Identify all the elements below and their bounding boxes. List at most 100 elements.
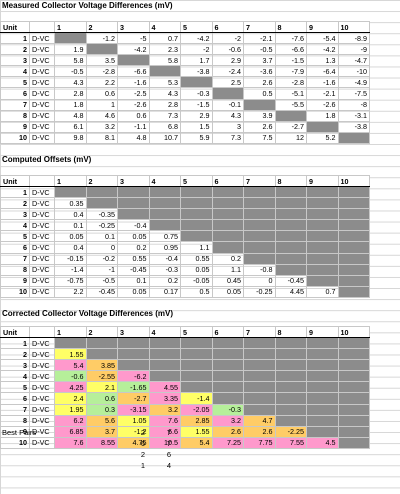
- cell[interactable]: 0: [243, 274, 276, 287]
- empty-cell[interactable]: [306, 392, 339, 405]
- cell[interactable]: -0.5: [54, 65, 87, 78]
- empty-cell[interactable]: [274, 208, 307, 221]
- empty-cell[interactable]: [337, 263, 370, 276]
- cell[interactable]: 1.1: [211, 263, 244, 276]
- cell[interactable]: 5.3: [148, 76, 181, 89]
- unit-header[interactable]: Unit: [0, 20, 30, 34]
- cell[interactable]: 3.2: [211, 414, 244, 427]
- diagonal-cell[interactable]: [148, 370, 181, 383]
- row-index[interactable]: 2: [0, 197, 30, 210]
- cell[interactable]: -2.6: [306, 98, 339, 111]
- empty-cell[interactable]: [117, 348, 150, 361]
- cell[interactable]: 1: [85, 98, 118, 111]
- row-label[interactable]: D-VC: [29, 208, 55, 221]
- cell[interactable]: -1.6: [117, 76, 150, 89]
- cell[interactable]: -0.6: [54, 370, 87, 383]
- empty-cell[interactable]: [274, 381, 307, 394]
- column-header-9[interactable]: 9: [306, 325, 339, 339]
- row-label[interactable]: D-VC: [29, 252, 55, 265]
- diagonal-cell[interactable]: [274, 109, 307, 122]
- empty-cell[interactable]: [211, 370, 244, 383]
- row-index[interactable]: 6: [0, 87, 30, 100]
- best-pair-a[interactable]: 1: [140, 461, 145, 470]
- row-index[interactable]: 9: [0, 274, 30, 287]
- cell[interactable]: 3.9: [243, 109, 276, 122]
- empty-cell[interactable]: [337, 381, 370, 394]
- empty-cell[interactable]: [337, 197, 370, 210]
- cell[interactable]: 0.6: [117, 109, 150, 122]
- cell[interactable]: 2.9: [180, 109, 213, 122]
- cell[interactable]: -0.6: [211, 43, 244, 56]
- empty-cell[interactable]: [180, 219, 213, 232]
- cell[interactable]: 0.6: [85, 392, 118, 405]
- row-label[interactable]: D-VC: [29, 131, 55, 144]
- cell[interactable]: -0.8: [243, 263, 276, 276]
- cell[interactable]: 7.25: [211, 436, 244, 449]
- cell[interactable]: -7.9: [274, 65, 307, 78]
- row-label[interactable]: D-VC: [29, 263, 55, 276]
- empty-cell[interactable]: [211, 230, 244, 243]
- row-index[interactable]: 8: [0, 109, 30, 122]
- cell[interactable]: 0.05: [180, 263, 213, 276]
- best-pair-b[interactable]: 7: [166, 439, 171, 448]
- cell[interactable]: 2.1: [85, 381, 118, 394]
- empty-cell[interactable]: [337, 274, 370, 287]
- empty-cell[interactable]: [180, 208, 213, 221]
- row-label[interactable]: D-VC: [29, 359, 55, 372]
- cell[interactable]: 0.1: [117, 274, 150, 287]
- row-index[interactable]: 10: [0, 131, 30, 144]
- row-label[interactable]: D-VC: [29, 43, 55, 56]
- cell[interactable]: 5.2: [306, 131, 339, 144]
- cell[interactable]: 2.6: [243, 425, 276, 438]
- empty-cell[interactable]: [85, 186, 118, 199]
- diagonal-cell[interactable]: [243, 98, 276, 111]
- empty-cell[interactable]: [180, 186, 213, 199]
- best-pair-b[interactable]: 4: [166, 461, 171, 470]
- cell[interactable]: 4.3: [148, 87, 181, 100]
- cell[interactable]: -2.7: [274, 120, 307, 133]
- cell[interactable]: -0.25: [85, 219, 118, 232]
- cell[interactable]: 2.2: [54, 285, 87, 298]
- column-header-10[interactable]: 10: [337, 174, 370, 188]
- cell[interactable]: 0.2: [211, 252, 244, 265]
- row-label[interactable]: D-VC: [29, 370, 55, 383]
- row-label[interactable]: D-VC: [29, 392, 55, 405]
- cell[interactable]: 1.8: [54, 98, 87, 111]
- row-index[interactable]: 3: [0, 208, 30, 221]
- cell[interactable]: 5.9: [180, 131, 213, 144]
- cell[interactable]: 2.5: [211, 76, 244, 89]
- cell[interactable]: 0.1: [54, 219, 87, 232]
- row-index[interactable]: 3: [0, 359, 30, 372]
- empty-cell[interactable]: [274, 186, 307, 199]
- cell[interactable]: 7.55: [274, 436, 307, 449]
- row-index[interactable]: 1: [0, 32, 30, 45]
- column-header-6[interactable]: 6: [211, 20, 244, 34]
- diagonal-cell[interactable]: [243, 252, 276, 265]
- column-header-4[interactable]: 4: [148, 325, 181, 339]
- diagonal-cell[interactable]: [148, 65, 181, 78]
- row-index[interactable]: 9: [0, 120, 30, 133]
- empty-cell[interactable]: [211, 381, 244, 394]
- corrected-table[interactable]: Unit 1 2 3 4 5 6 7 8 9 10 1 D-VC 2 D-VC 1.55 3 D-VC 5.4 3.8…: [0, 325, 370, 449]
- empty-cell[interactable]: [337, 414, 370, 427]
- empty-cell[interactable]: [306, 403, 339, 416]
- row-label[interactable]: D-VC: [29, 241, 55, 254]
- column-header-3[interactable]: 3: [117, 20, 150, 34]
- cell[interactable]: 1.3: [306, 54, 339, 67]
- empty-cell[interactable]: [306, 230, 339, 243]
- best-pair-b[interactable]: 7: [166, 428, 171, 437]
- column-header-7[interactable]: 7: [243, 20, 276, 34]
- cell[interactable]: -3.15: [117, 403, 150, 416]
- column-header-1[interactable]: 1: [54, 20, 87, 34]
- row-index[interactable]: 2: [0, 43, 30, 56]
- cell[interactable]: 12: [274, 131, 307, 144]
- row-label[interactable]: D-VC: [29, 54, 55, 67]
- column-header-3[interactable]: 3: [117, 174, 150, 188]
- cell[interactable]: -1.4: [54, 263, 87, 276]
- row-index[interactable]: 7: [0, 98, 30, 111]
- cell[interactable]: 2.3: [148, 43, 181, 56]
- empty-cell[interactable]: [274, 219, 307, 232]
- cell[interactable]: -0.4: [117, 219, 150, 232]
- column-header-1[interactable]: 1: [54, 174, 87, 188]
- empty-cell[interactable]: [306, 208, 339, 221]
